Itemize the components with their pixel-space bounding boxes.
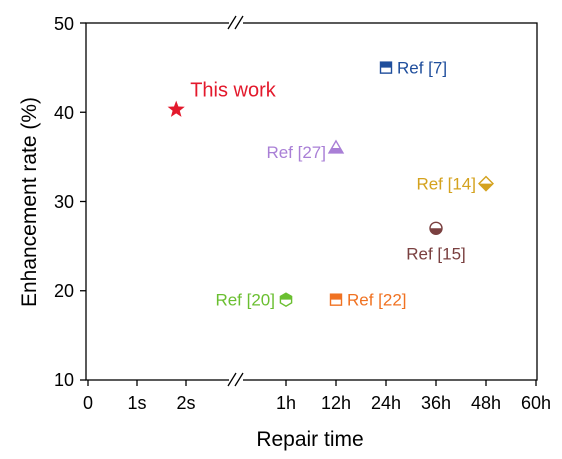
point-label: Ref [27] (266, 143, 326, 162)
data-point: Ref [15] (406, 221, 466, 263)
marker-fill (330, 294, 342, 300)
x-axis-title: Repair time (256, 428, 363, 451)
x-tick-labels: 0 1s 2s 1h 12h 24h 36h 48h 60h (83, 393, 551, 413)
marker-fill (380, 62, 392, 68)
axis-break-bottom (227, 372, 244, 388)
data-point: Ref [20] (215, 291, 293, 310)
marker-outline (327, 139, 345, 154)
y-tick-label: 40 (54, 103, 74, 123)
y-tick-label: 50 (54, 14, 74, 34)
x-tick-label: 2s (176, 393, 195, 413)
y-axis-title: Enhancement rate (%) (18, 97, 41, 307)
star-marker (167, 100, 185, 117)
y-tick-labels: 10 20 30 40 50 (54, 14, 74, 390)
marker-outline (379, 61, 393, 74)
axis-break-top (227, 15, 244, 31)
point-label: Ref [15] (406, 244, 466, 263)
point-label: Ref [14] (416, 175, 476, 194)
data-point: Ref [7] (379, 59, 447, 78)
x-tick-label: 0 (83, 393, 93, 413)
x-tick-label: 1s (127, 393, 146, 413)
marker-fill (479, 183, 493, 191)
data-point: Ref [27] (266, 139, 345, 162)
marker-outline (329, 293, 343, 306)
marker-outline (478, 175, 494, 192)
point-label: Ref [22] (347, 291, 407, 310)
axis-ticks (80, 22, 537, 386)
y-tick-label: 20 (54, 281, 74, 301)
data-point: Ref [22] (329, 291, 407, 310)
y-tick-label: 10 (54, 370, 74, 390)
x-tick-label: 1h (276, 393, 296, 413)
point-label: This work (190, 80, 277, 102)
point-label: Ref [20] (215, 291, 275, 310)
point-label: Ref [7] (397, 59, 447, 78)
x-tick-label: 12h (321, 393, 351, 413)
data-point: Ref [14] (416, 175, 494, 194)
x-tick-label: 24h (371, 393, 401, 413)
y-tick-label: 30 (54, 192, 74, 212)
x-tick-label: 48h (471, 393, 501, 413)
marker-outline (279, 292, 293, 308)
data-point: This work (167, 80, 277, 117)
plot-frame (85, 22, 538, 381)
x-tick-label: 60h (521, 393, 551, 413)
data-marks: This work Ref [7] Ref [27] Ref [14] Ref [15]… (167, 59, 494, 310)
marker-outline (429, 221, 443, 235)
x-tick-label: 36h (421, 393, 451, 413)
marker-fill (329, 147, 343, 153)
